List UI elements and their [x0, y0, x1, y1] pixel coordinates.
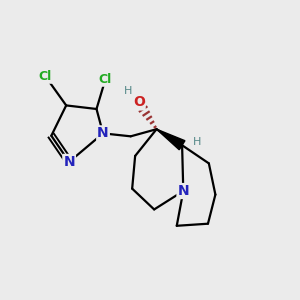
Text: Cl: Cl	[99, 73, 112, 86]
Text: H: H	[124, 85, 133, 96]
Text: N: N	[97, 126, 109, 140]
Text: N: N	[63, 155, 75, 169]
Text: H: H	[194, 137, 202, 147]
Text: O: O	[133, 95, 145, 110]
Text: Cl: Cl	[39, 70, 52, 83]
Polygon shape	[157, 129, 185, 150]
Text: N: N	[178, 184, 189, 198]
